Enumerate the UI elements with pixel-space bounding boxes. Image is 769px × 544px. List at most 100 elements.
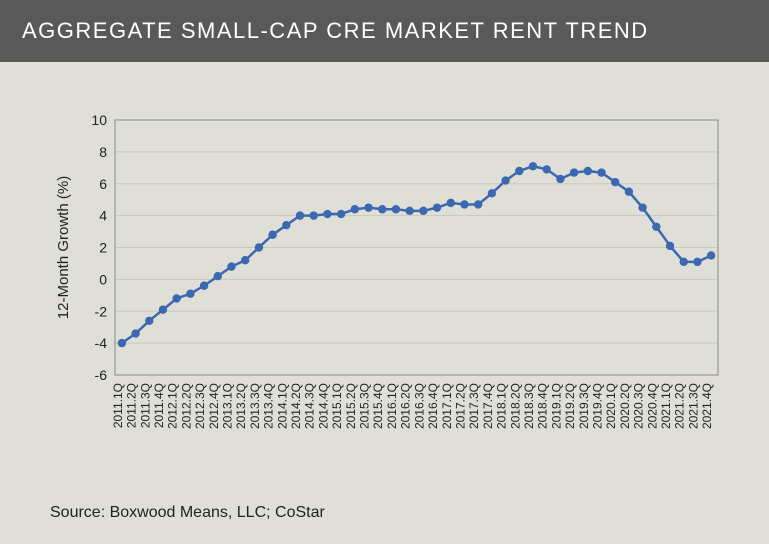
data-marker [159, 305, 167, 313]
x-tick-label: 2019.4Q [591, 383, 605, 429]
x-tick-label: 2021.2Q [673, 383, 687, 429]
x-tick-label: 2011.4Q [152, 383, 166, 428]
x-tick-label: 2013.3Q [248, 383, 262, 429]
x-tick-label: 2015.4Q [371, 383, 385, 429]
x-tick-label: 2019.3Q [577, 383, 591, 429]
data-marker [378, 205, 386, 213]
x-tick-label: 2017.4Q [481, 383, 495, 429]
data-marker [296, 211, 304, 219]
data-marker [693, 258, 701, 266]
data-marker [392, 205, 400, 213]
data-marker [405, 207, 413, 215]
x-tick-label: 2018.4Q [536, 383, 550, 429]
data-marker [227, 262, 235, 270]
x-tick-label: 2021.3Q [686, 383, 700, 429]
x-tick-label: 2019.1Q [549, 383, 563, 429]
x-tick-label: 2018.1Q [495, 383, 509, 429]
data-marker [680, 258, 688, 266]
data-marker [447, 199, 455, 207]
x-tick-label: 2017.2Q [453, 383, 467, 429]
data-marker [652, 223, 660, 231]
data-marker [542, 165, 550, 173]
data-marker [186, 290, 194, 298]
data-marker [241, 256, 249, 264]
x-tick-label: 2012.3Q [193, 383, 207, 429]
data-marker [501, 176, 509, 184]
x-tick-label: 2013.1Q [220, 383, 234, 429]
data-marker [515, 167, 523, 175]
chart-area: -6 -4 -2 0 2 4 6 8 10 2011.1Q2011.2Q2011.3Q2011.4… [50, 110, 730, 470]
data-marker [364, 203, 372, 211]
data-marker [625, 188, 633, 196]
data-marker [570, 168, 578, 176]
x-tick-label: 2016.1Q [385, 383, 399, 429]
y-axis-label: 12-Month Growth (%) [55, 176, 72, 319]
x-tick-label: 2014.4Q [316, 383, 330, 429]
x-tick-label: 2018.3Q [522, 383, 536, 429]
y-tick-label: 0 [99, 271, 107, 287]
data-marker [707, 251, 715, 259]
y-tick-label: -4 [95, 335, 108, 351]
x-tick-label: 2011.3Q [138, 383, 152, 428]
data-marker [529, 162, 537, 170]
x-tick-label: 2015.3Q [358, 383, 372, 429]
data-marker [268, 231, 276, 239]
y-tick-label: 6 [99, 176, 107, 192]
x-tick-label: 2014.1Q [275, 383, 289, 429]
data-marker [666, 242, 674, 250]
data-marker [611, 178, 619, 186]
x-tick-label: 2013.2Q [234, 383, 248, 429]
chart-container: AGGREGATE SMALL-CAP CRE MARKET RENT TREN… [0, 0, 769, 544]
x-tick-label: 2021.1Q [659, 383, 673, 429]
data-marker [200, 282, 208, 290]
chart-header: AGGREGATE SMALL-CAP CRE MARKET RENT TREN… [0, 0, 769, 62]
data-marker [337, 210, 345, 218]
x-tick-label: 2017.3Q [467, 383, 481, 429]
data-marker [584, 167, 592, 175]
x-tick-label: 2018.2Q [508, 383, 522, 429]
data-marker [214, 272, 222, 280]
x-tick-label: 2011.1Q [111, 383, 125, 428]
x-tick-label: 2016.3Q [412, 383, 426, 429]
x-tick-label: 2017.1Q [440, 383, 454, 429]
data-marker [419, 207, 427, 215]
data-marker [556, 175, 564, 183]
data-marker [433, 203, 441, 211]
y-tick-label: -2 [95, 303, 108, 319]
data-marker [351, 205, 359, 213]
x-tick-label: 2019.2Q [563, 383, 577, 429]
data-marker [131, 329, 139, 337]
x-tick-label: 2013.4Q [262, 383, 276, 429]
x-tick-label: 2020.4Q [645, 383, 659, 429]
data-line [122, 166, 711, 343]
x-tick-label: 2020.2Q [618, 383, 632, 429]
data-marker [638, 203, 646, 211]
data-marker [118, 339, 126, 347]
data-marker [323, 210, 331, 218]
x-tick-label: 2015.1Q [330, 383, 344, 429]
x-tick-label: 2012.2Q [179, 383, 193, 429]
data-marker [282, 221, 290, 229]
data-marker [488, 189, 496, 197]
x-tick-label: 2012.1Q [166, 383, 180, 429]
data-marker [145, 317, 153, 325]
x-tick-label: 2021.4Q [700, 383, 714, 429]
data-marker [474, 200, 482, 208]
x-tick-label: 2020.1Q [604, 383, 618, 429]
y-tick-label: 10 [91, 112, 107, 128]
y-tick-label: 4 [99, 208, 107, 224]
chart-title: AGGREGATE SMALL-CAP CRE MARKET RENT TREN… [22, 18, 649, 44]
data-marker [255, 243, 263, 251]
data-marker [460, 200, 468, 208]
x-tick-label: 2016.2Q [399, 383, 413, 429]
source-text: Source: Boxwood Means, LLC; CoStar [50, 504, 325, 522]
data-marker [597, 168, 605, 176]
y-tick-label: 8 [99, 144, 107, 160]
x-tick-label: 2014.3Q [303, 383, 317, 429]
x-tick-label: 2016.4Q [426, 383, 440, 429]
y-tick-label: 2 [99, 240, 107, 256]
y-tick-label: -6 [95, 367, 108, 383]
x-tick-label: 2014.2Q [289, 383, 303, 429]
x-tick-label: 2011.2Q [125, 383, 139, 428]
data-marker [172, 294, 180, 302]
